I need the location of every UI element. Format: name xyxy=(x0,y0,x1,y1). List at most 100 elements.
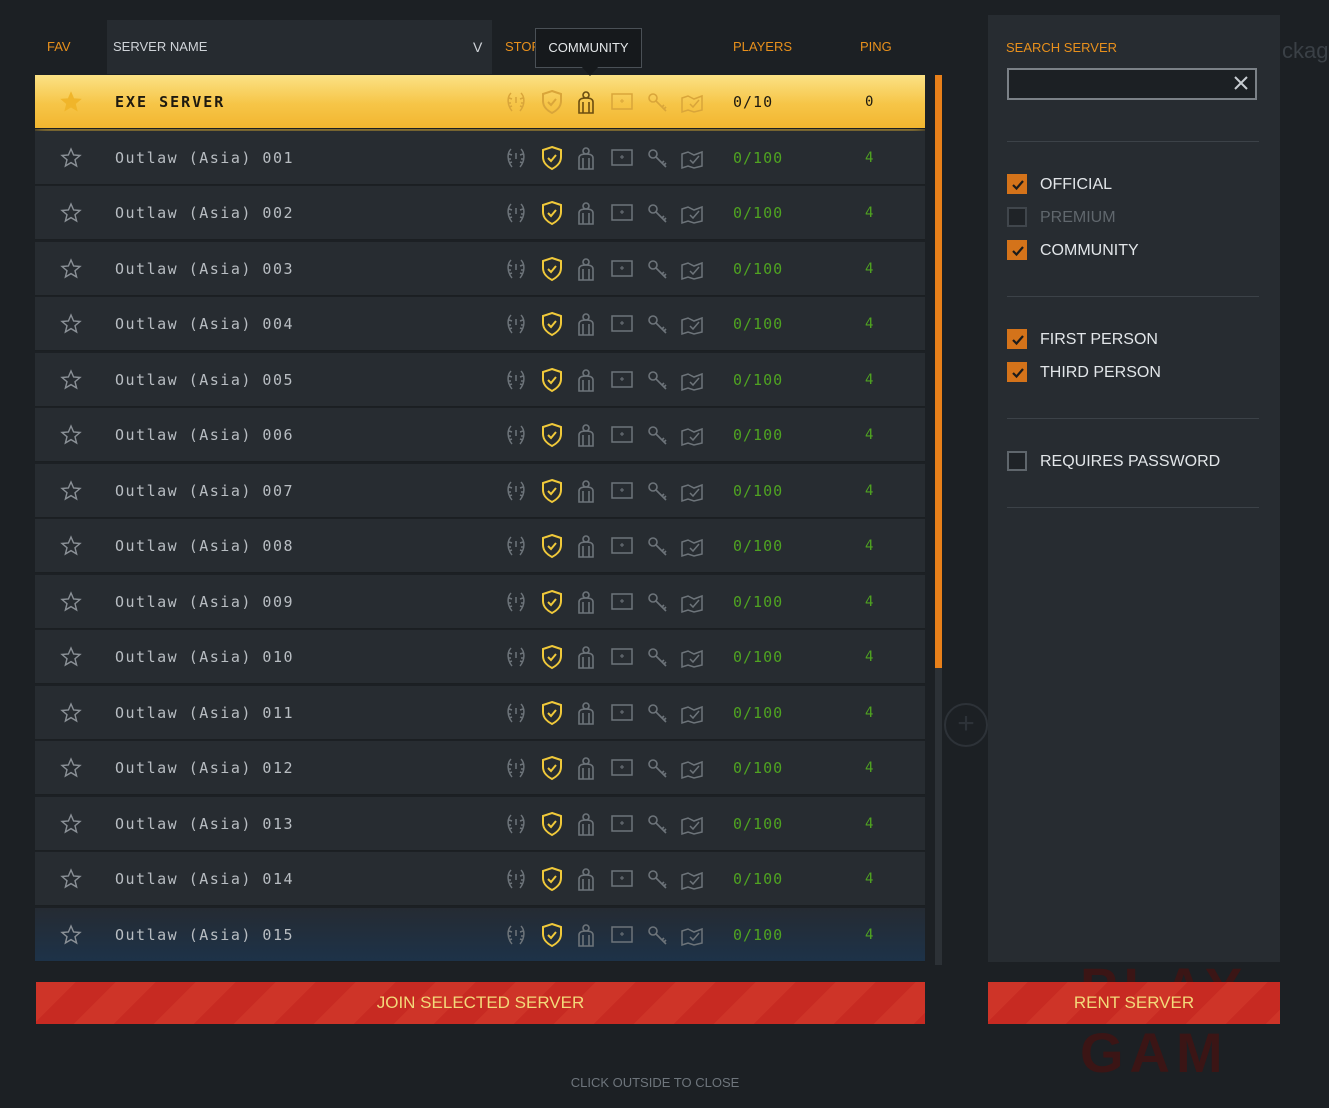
server-name-column-header[interactable]: SERVER NAME xyxy=(113,39,208,54)
laurel-icon xyxy=(507,536,525,556)
key-icon xyxy=(648,481,667,501)
player-count: 0/100 xyxy=(733,925,784,944)
ping-value: 4 xyxy=(865,871,874,887)
server-row[interactable]: EXE SERVER 0/10 0 xyxy=(35,75,925,129)
favorite-star-icon[interactable] xyxy=(60,313,82,335)
rent-server-button[interactable]: RENT SERVER xyxy=(988,982,1280,1024)
server-type-icons xyxy=(503,256,703,282)
favorite-star-icon[interactable] xyxy=(60,701,82,724)
screen-icon xyxy=(611,759,633,776)
favorite-star-icon[interactable] xyxy=(60,590,82,613)
key-icon xyxy=(648,370,667,390)
server-type-icons xyxy=(503,311,703,337)
requires-password-label: REQUIRES PASSWORD xyxy=(1040,453,1221,470)
server-type-icons xyxy=(503,200,703,226)
map-icon xyxy=(681,150,703,169)
favorite-star-icon[interactable] xyxy=(60,368,82,391)
map-icon xyxy=(681,871,703,891)
search-server-box[interactable] xyxy=(1007,68,1257,100)
favorite-star-icon[interactable] xyxy=(60,257,82,280)
server-row[interactable]: Outlaw (Asia) 003 0/100 4 xyxy=(35,241,925,296)
screen-icon xyxy=(611,592,633,610)
server-row[interactable]: Outlaw (Asia) 013 0/100 4 xyxy=(35,796,925,851)
player-count: 0/10 xyxy=(733,93,774,111)
screen-icon xyxy=(611,925,633,943)
server-row[interactable]: Outlaw (Asia) 006 0/100 4 xyxy=(35,408,925,462)
favorite-star-icon[interactable] xyxy=(60,479,82,502)
premium-checkbox[interactable] xyxy=(1007,207,1027,227)
laurel-icon xyxy=(507,314,525,334)
server-row[interactable]: Outlaw (Asia) 010 0/100 4 xyxy=(35,630,925,684)
sort-chevron-icon[interactable]: V xyxy=(473,39,483,55)
community-checkbox[interactable] xyxy=(1007,240,1027,260)
server-row[interactable]: Outlaw (Asia) 009 0/100 4 xyxy=(35,574,925,629)
fav-column-header[interactable]: FAV xyxy=(47,39,71,54)
favorite-star-icon[interactable] xyxy=(60,646,82,668)
tooltip-arrow xyxy=(581,66,599,76)
shield-icon xyxy=(542,478,562,503)
shield-icon xyxy=(542,644,562,670)
server-row[interactable]: Outlaw (Asia) 004 0/100 4 xyxy=(35,297,925,351)
server-row[interactable]: Outlaw (Asia) 005 0/100 4 xyxy=(35,352,925,407)
server-row[interactable]: Outlaw (Asia) 008 0/100 4 xyxy=(35,519,925,573)
favorite-star-icon[interactable] xyxy=(60,868,82,890)
key-icon xyxy=(648,426,667,445)
server-list-scrollbar[interactable] xyxy=(935,75,942,965)
server-row[interactable]: Outlaw (Asia) 002 0/100 4 xyxy=(35,186,925,240)
server-row[interactable]: Outlaw (Asia) 012 0/100 4 xyxy=(35,741,925,795)
key-icon xyxy=(648,537,667,556)
map-icon xyxy=(681,316,703,336)
key-icon xyxy=(648,259,667,279)
scrollbar-thumb[interactable] xyxy=(935,75,942,668)
player-count: 0/100 xyxy=(733,370,784,389)
laurel-icon xyxy=(507,92,525,112)
search-server-input[interactable] xyxy=(1015,73,1234,97)
first-person-checkbox[interactable] xyxy=(1007,329,1027,349)
server-name: Outlaw (Asia) 006 xyxy=(115,426,295,444)
requires-password-checkbox[interactable] xyxy=(1007,451,1027,471)
player-count: 0/100 xyxy=(733,259,784,278)
server-row[interactable]: Outlaw (Asia) 001 0/100 4 xyxy=(35,130,925,185)
favorite-star-icon[interactable] xyxy=(60,146,82,169)
clear-search-icon[interactable] xyxy=(1232,74,1250,92)
ping-value: 4 xyxy=(865,427,874,443)
server-row[interactable]: Outlaw (Asia) 014 0/100 4 xyxy=(35,852,925,906)
map-icon xyxy=(681,261,703,280)
divider xyxy=(1007,296,1259,297)
community-tooltip: COMMUNITY xyxy=(535,28,642,68)
third-person-checkbox[interactable] xyxy=(1007,362,1027,382)
server-row[interactable]: Outlaw (Asia) 011 0/100 4 xyxy=(35,685,925,740)
server-type-icons xyxy=(503,145,703,171)
community-icon xyxy=(578,757,594,780)
server-row[interactable]: Outlaw (Asia) 015 0/100 4 xyxy=(35,907,925,962)
laurel-icon xyxy=(507,480,525,500)
server-type-icons xyxy=(503,700,703,726)
server-list[interactable]: EXE SERVER 0/10 0 Outlaw (Asia) 001 0/100 4 Ou… xyxy=(35,75,925,965)
ping-column-header[interactable]: PING xyxy=(860,39,892,54)
laurel-icon xyxy=(507,258,525,278)
join-selected-server-button[interactable]: JOIN SELECTED SERVER xyxy=(36,982,925,1024)
server-name: Outlaw (Asia) 009 xyxy=(115,592,295,611)
ping-value: 0 xyxy=(865,94,874,110)
ping-value: 4 xyxy=(865,815,874,832)
players-column-header[interactable]: PLAYERS xyxy=(733,39,793,54)
favorite-star-icon[interactable] xyxy=(60,757,82,779)
favorite-star-icon[interactable] xyxy=(60,202,82,224)
screen-icon xyxy=(611,814,633,832)
server-name: Outlaw (Asia) 008 xyxy=(115,537,295,555)
screen-icon xyxy=(611,703,633,721)
official-checkbox[interactable] xyxy=(1007,174,1027,194)
favorite-star-icon[interactable] xyxy=(60,812,82,835)
favorite-star-icon[interactable] xyxy=(60,535,82,557)
server-type-column-header[interactable]: STOR xyxy=(505,39,535,54)
screen-icon xyxy=(611,315,633,332)
shield-icon xyxy=(542,533,562,559)
laurel-icon xyxy=(507,702,525,722)
server-row[interactable]: Outlaw (Asia) 007 0/100 4 xyxy=(35,463,925,518)
favorite-star-icon[interactable] xyxy=(60,424,82,446)
favorite-star-icon[interactable] xyxy=(60,91,82,113)
server-type-icons xyxy=(503,644,703,670)
community-icon xyxy=(578,257,594,281)
favorite-star-icon[interactable] xyxy=(60,923,82,946)
laurel-icon xyxy=(507,924,525,944)
